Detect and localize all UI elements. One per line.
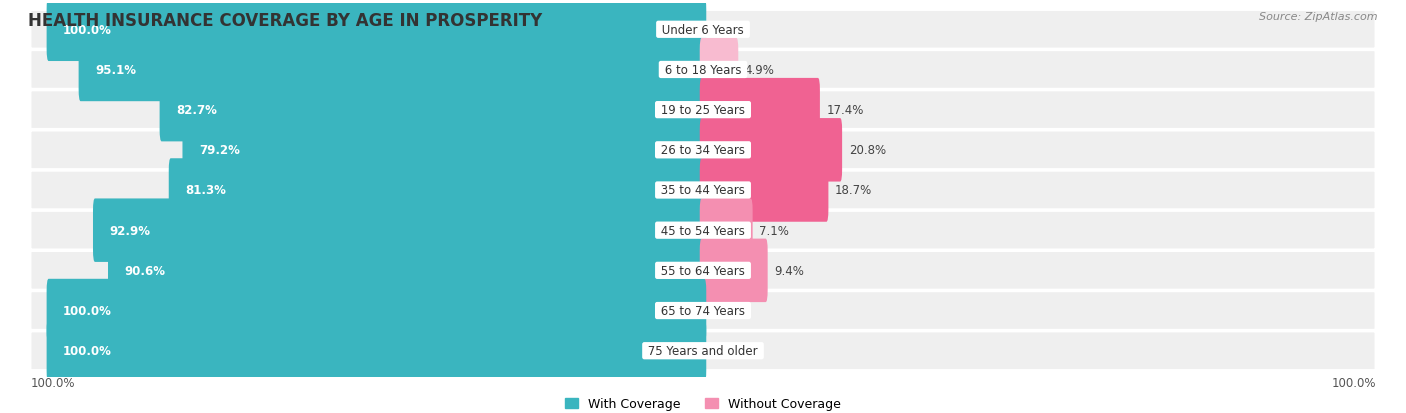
Text: 45 to 54 Years: 45 to 54 Years (657, 224, 749, 237)
FancyBboxPatch shape (93, 199, 706, 262)
FancyBboxPatch shape (169, 159, 706, 222)
Text: 100.0%: 100.0% (63, 344, 112, 357)
FancyBboxPatch shape (46, 279, 706, 342)
FancyBboxPatch shape (108, 239, 706, 302)
FancyBboxPatch shape (160, 79, 706, 142)
FancyBboxPatch shape (46, 0, 706, 62)
Text: 90.6%: 90.6% (124, 264, 166, 277)
Text: 95.1%: 95.1% (96, 64, 136, 77)
Text: 92.9%: 92.9% (110, 224, 150, 237)
FancyBboxPatch shape (700, 199, 752, 262)
FancyBboxPatch shape (30, 291, 1376, 330)
FancyBboxPatch shape (30, 131, 1376, 170)
Text: 35 to 44 Years: 35 to 44 Years (657, 184, 749, 197)
FancyBboxPatch shape (30, 251, 1376, 290)
FancyBboxPatch shape (700, 79, 820, 142)
Text: 100.0%: 100.0% (63, 304, 112, 317)
Text: 55 to 64 Years: 55 to 64 Years (657, 264, 749, 277)
FancyBboxPatch shape (700, 119, 842, 182)
Text: 81.3%: 81.3% (186, 184, 226, 197)
Text: 20.8%: 20.8% (849, 144, 886, 157)
Text: 75 Years and older: 75 Years and older (644, 344, 762, 357)
Text: 18.7%: 18.7% (835, 184, 872, 197)
Text: 7.1%: 7.1% (759, 224, 789, 237)
Text: 4.9%: 4.9% (745, 64, 775, 77)
FancyBboxPatch shape (30, 171, 1376, 210)
FancyBboxPatch shape (30, 11, 1376, 50)
FancyBboxPatch shape (30, 211, 1376, 250)
Text: 0.0%: 0.0% (713, 344, 742, 357)
Text: 100.0%: 100.0% (31, 376, 75, 389)
Text: 82.7%: 82.7% (176, 104, 217, 117)
FancyBboxPatch shape (700, 39, 738, 102)
Text: 17.4%: 17.4% (827, 104, 863, 117)
FancyBboxPatch shape (79, 39, 706, 102)
Text: HEALTH INSURANCE COVERAGE BY AGE IN PROSPERITY: HEALTH INSURANCE COVERAGE BY AGE IN PROS… (28, 12, 543, 30)
Text: Under 6 Years: Under 6 Years (658, 24, 748, 37)
Text: Source: ZipAtlas.com: Source: ZipAtlas.com (1260, 12, 1378, 22)
Text: 0.0%: 0.0% (713, 24, 742, 37)
Text: 26 to 34 Years: 26 to 34 Years (657, 144, 749, 157)
Legend: With Coverage, Without Coverage: With Coverage, Without Coverage (561, 392, 845, 413)
Text: 100.0%: 100.0% (63, 24, 112, 37)
Text: 9.4%: 9.4% (775, 264, 804, 277)
FancyBboxPatch shape (700, 159, 828, 222)
FancyBboxPatch shape (30, 51, 1376, 90)
Text: 19 to 25 Years: 19 to 25 Years (657, 104, 749, 117)
Text: 0.0%: 0.0% (713, 304, 742, 317)
Text: 100.0%: 100.0% (1331, 376, 1375, 389)
FancyBboxPatch shape (30, 331, 1376, 370)
Text: 79.2%: 79.2% (198, 144, 239, 157)
FancyBboxPatch shape (46, 319, 706, 382)
FancyBboxPatch shape (700, 239, 768, 302)
FancyBboxPatch shape (183, 119, 706, 182)
FancyBboxPatch shape (30, 91, 1376, 130)
Text: 6 to 18 Years: 6 to 18 Years (661, 64, 745, 77)
Text: 65 to 74 Years: 65 to 74 Years (657, 304, 749, 317)
